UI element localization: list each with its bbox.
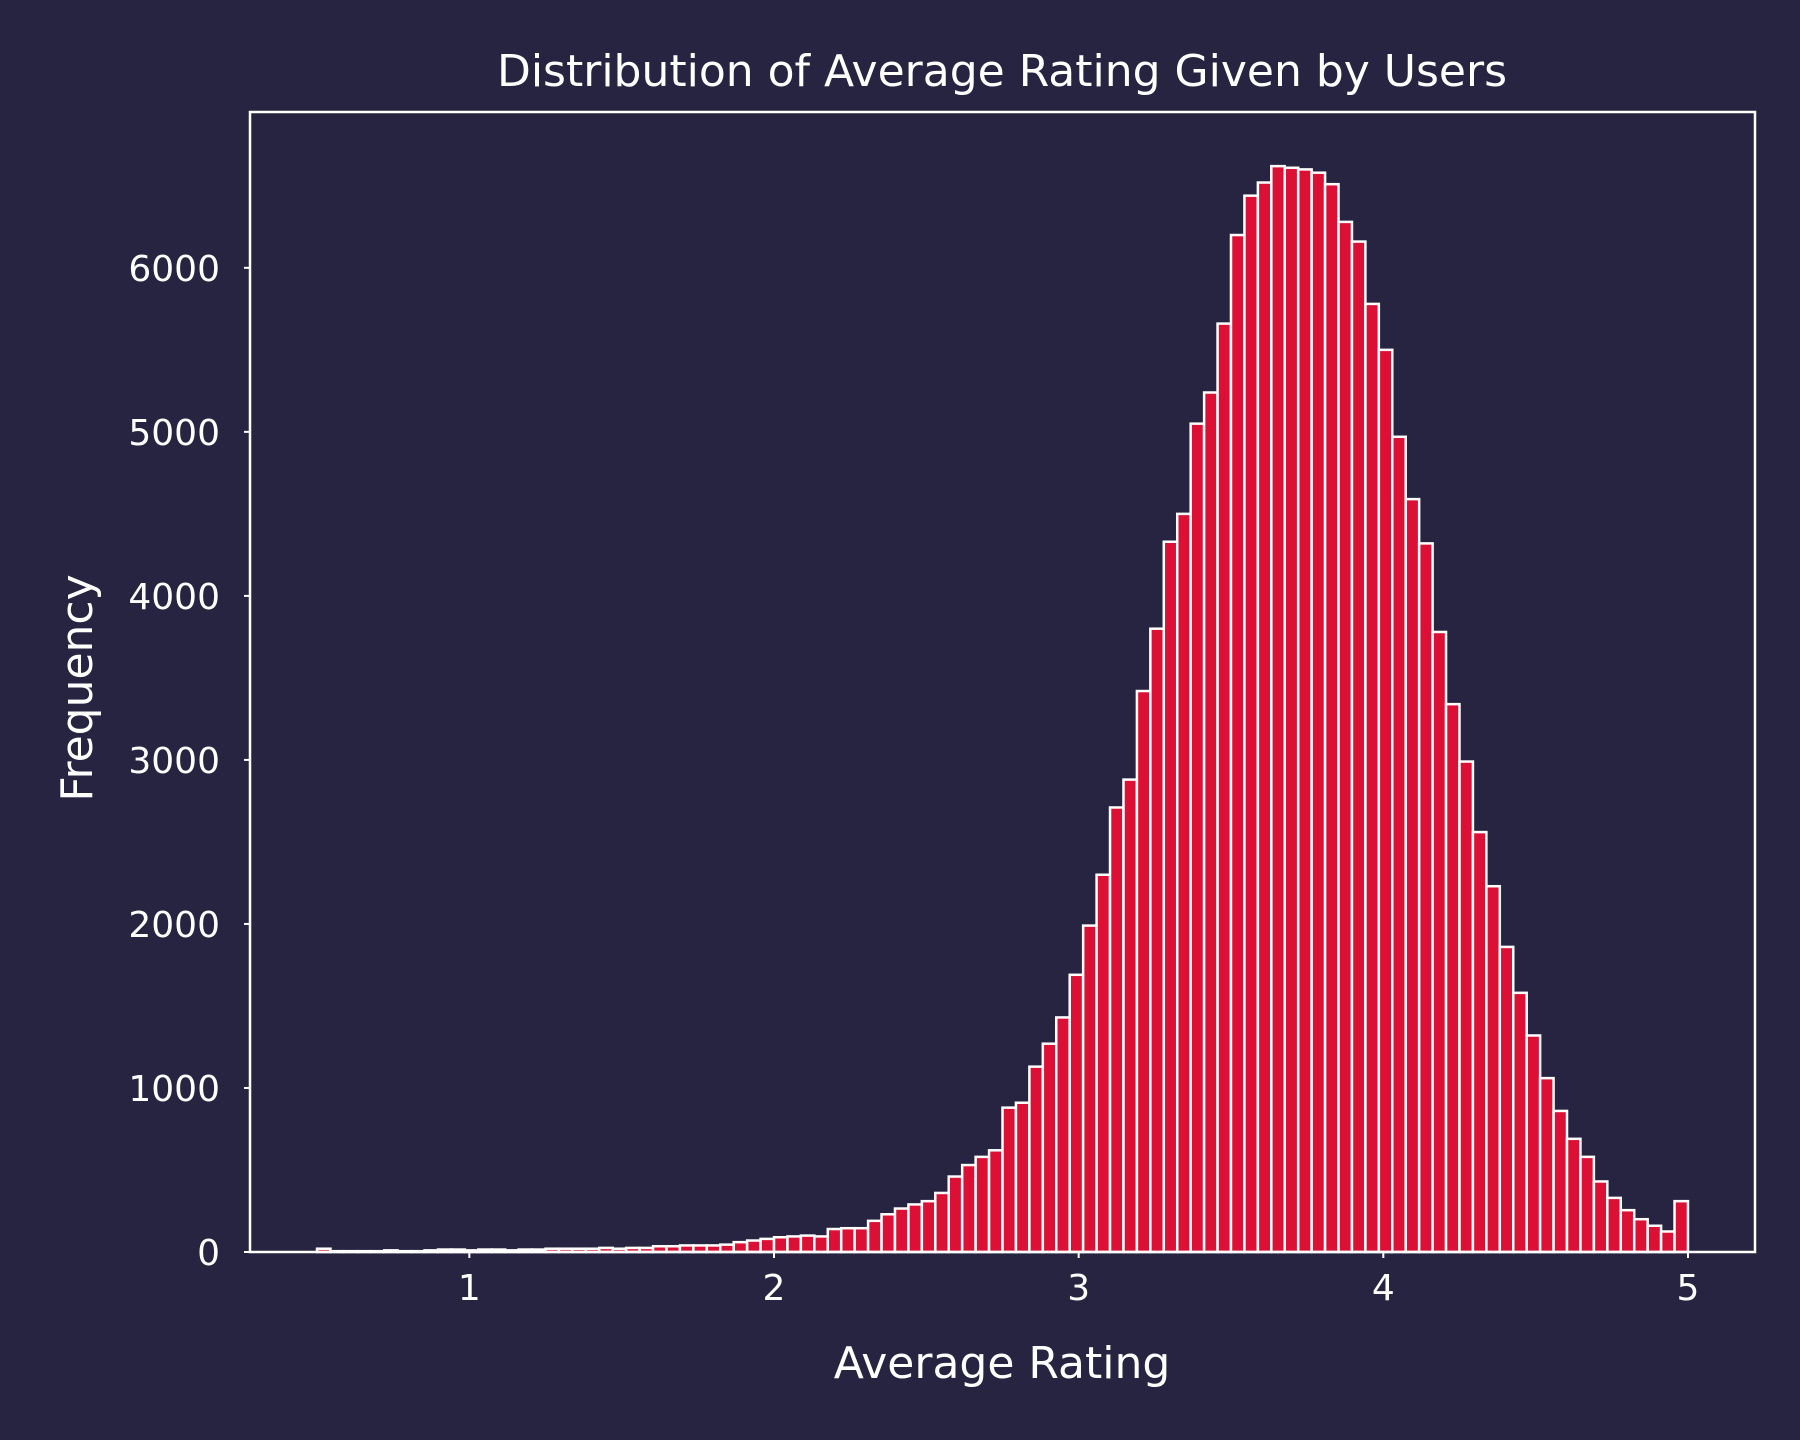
- histogram-bar: [1498, 945, 1515, 1254]
- histogram-bar: [1122, 778, 1139, 1254]
- histogram-bar: [934, 1191, 950, 1254]
- plot-area-frame: [248, 110, 1757, 1254]
- histogram-bar: [1068, 973, 1085, 1254]
- histogram-bar: [1229, 233, 1246, 1254]
- histogram-bar: [1202, 391, 1219, 1254]
- histogram-bar: [1095, 873, 1112, 1254]
- histogram-bar: [1552, 1109, 1569, 1254]
- histogram-bar: [1175, 512, 1192, 1254]
- histogram-bar: [826, 1227, 843, 1254]
- histogram-bar: [1055, 1016, 1071, 1254]
- histogram-bar: [853, 1226, 870, 1254]
- histogram-bar: [1041, 1042, 1058, 1254]
- histogram-bar: [1216, 322, 1233, 1254]
- y-tick-label: 0: [197, 1233, 220, 1274]
- histogram-bar: [1377, 348, 1394, 1254]
- y-axis-ticks: 0 1000 2000 3000 4000 5000 6000: [128, 249, 250, 1274]
- chart-title: Distribution of Average Rating Given by …: [497, 46, 1507, 97]
- histogram-bar: [1323, 182, 1340, 1254]
- histogram-bar: [1310, 171, 1327, 1254]
- histogram-bar: [1081, 924, 1098, 1254]
- histogram-bar: [1283, 166, 1300, 1254]
- histogram-bar: [745, 1239, 762, 1254]
- y-tick-label: 1000: [128, 1069, 220, 1110]
- histogram-bar: [1619, 1208, 1636, 1254]
- histogram-bar: [866, 1219, 883, 1254]
- histogram-bar: [732, 1240, 749, 1254]
- histogram-bar: [1296, 168, 1313, 1254]
- histogram-bar: [1444, 702, 1461, 1254]
- histogram-bar: [1256, 181, 1273, 1254]
- y-tick-label: 5000: [128, 413, 220, 454]
- histogram-bar: [786, 1235, 803, 1254]
- histogram-bar: [893, 1207, 910, 1254]
- y-tick-label: 4000: [128, 577, 220, 618]
- histogram-bar: [799, 1234, 816, 1254]
- histogram-bar: [880, 1213, 897, 1254]
- x-tick-label: 3: [1067, 1268, 1090, 1309]
- histogram-bar: [1632, 1217, 1649, 1254]
- histogram-bar: [1606, 1196, 1623, 1254]
- histogram-bar: [1404, 497, 1421, 1254]
- x-tick-label: 4: [1372, 1268, 1395, 1309]
- histogram-bar: [1189, 422, 1206, 1254]
- x-axis-ticks: 1 2 3 4 5: [458, 1252, 1700, 1309]
- histogram-bar: [1431, 630, 1448, 1254]
- y-axis-label: Frequency: [52, 574, 103, 801]
- x-tick-label: 2: [763, 1268, 786, 1309]
- histogram-bar: [1592, 1180, 1609, 1254]
- histogram-bar: [987, 1149, 1004, 1254]
- histogram-bar: [947, 1175, 964, 1254]
- histogram-bar: [839, 1226, 856, 1254]
- histogram-bar: [960, 1163, 977, 1254]
- y-tick-label: 3000: [128, 741, 220, 782]
- histogram-bar: [1108, 806, 1125, 1254]
- histogram-bar: [813, 1235, 830, 1254]
- histogram-bar: [1243, 194, 1260, 1254]
- histogram-bar: [772, 1235, 789, 1254]
- histogram-bar: [1511, 991, 1528, 1254]
- histogram-bar: [1162, 540, 1179, 1254]
- histogram-bar: [1135, 689, 1152, 1254]
- histogram-bar: [1659, 1230, 1676, 1254]
- histogram-bar: [1337, 220, 1354, 1254]
- x-axis-label: Average Rating: [834, 1338, 1171, 1389]
- y-tick-label: 6000: [128, 249, 220, 290]
- x-tick-label: 5: [1677, 1268, 1700, 1309]
- histogram-bar: [1350, 240, 1367, 1254]
- histogram-bar: [1538, 1076, 1555, 1254]
- histogram-bar: [1364, 302, 1381, 1254]
- histogram-bar: [1391, 435, 1407, 1254]
- histogram-bar: [1565, 1137, 1582, 1254]
- histogram-bar: [907, 1203, 924, 1254]
- y-tick-label: 2000: [128, 905, 220, 946]
- histogram-bar: [1028, 1065, 1045, 1254]
- histogram-bar: [1149, 627, 1166, 1254]
- histogram-bar: [1525, 1034, 1542, 1254]
- histogram-bar: [1270, 164, 1287, 1254]
- histogram-bar: [1646, 1224, 1663, 1254]
- histogram-bar: [759, 1237, 776, 1254]
- histogram-bar: [1673, 1199, 1690, 1254]
- histogram-bar: [1579, 1155, 1596, 1254]
- histogram-bar: [1471, 830, 1488, 1254]
- histogram-bar: [1014, 1101, 1031, 1254]
- histogram-bar: [1417, 542, 1434, 1254]
- histogram-bar: [1001, 1106, 1018, 1254]
- histogram-bar: [1485, 884, 1502, 1254]
- histogram-bar: [920, 1199, 937, 1254]
- histogram-bar: [974, 1155, 991, 1254]
- histogram-bar: [1458, 760, 1475, 1254]
- x-tick-label: 1: [458, 1268, 481, 1309]
